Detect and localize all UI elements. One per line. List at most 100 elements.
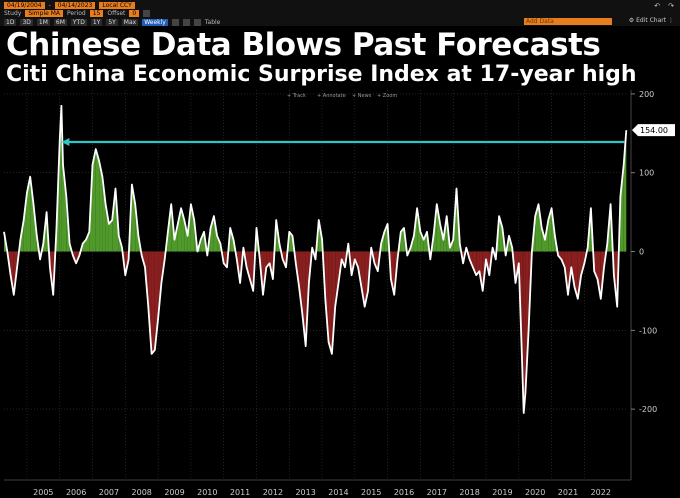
negative-area-segment: [240, 251, 243, 284]
x-tick-label: 2022: [591, 488, 611, 497]
positive-area-segment: [423, 231, 427, 252]
start-date-field[interactable]: 04/19/2004: [4, 1, 45, 9]
negative-area-segment: [523, 251, 526, 414]
range-button-3d[interactable]: 3D: [20, 18, 33, 26]
x-tick-label: 2012: [263, 488, 283, 497]
chart-background: [0, 88, 680, 498]
negative-area-segment: [328, 251, 332, 354]
negative-area-segment: [476, 251, 480, 276]
y-axis: 200 100 0 -100 -200: [630, 90, 657, 480]
negative-area-segment: [148, 251, 152, 354]
range-button-1y[interactable]: 1Y: [90, 18, 103, 26]
x-tick-label: 2021: [558, 488, 578, 497]
redo-icon[interactable]: ↷: [668, 2, 674, 10]
x-tick-label: 2016: [394, 488, 414, 497]
edit-chart-button[interactable]: ⚙ Edit Chart ⋮: [629, 17, 674, 24]
last-value-flag: [632, 124, 675, 137]
line-style-icon[interactable]: [182, 18, 190, 26]
edit-chart-label: Edit Chart: [636, 17, 667, 24]
series-line: [3, 104, 628, 414]
y-tick-label: 0: [639, 248, 644, 257]
window-controls: ↶ ↷: [654, 2, 674, 10]
positive-area-segment: [26, 176, 31, 252]
chart-tools-bar: + Track + Annotate + News + Zoom: [287, 93, 397, 99]
positive-area-segment: [102, 176, 106, 252]
negative-area-segment: [151, 251, 155, 354]
positive-area-segment: [95, 149, 100, 252]
chart-tool-track: + Track: [287, 93, 306, 99]
add-data-input[interactable]: Add Data: [524, 18, 612, 25]
offset-label: Offset: [107, 9, 126, 17]
range-button-5y[interactable]: 5Y: [106, 18, 118, 26]
negative-area-segment: [299, 251, 303, 315]
negative-area-segment: [374, 251, 378, 272]
negative-area-segment: [322, 251, 326, 299]
negative-area-segment: [10, 251, 14, 295]
positive-area-segment: [420, 231, 424, 252]
period-label: Period: [67, 9, 86, 17]
chart-tool-news: + News: [352, 93, 372, 99]
negative-area-segment: [7, 251, 11, 276]
x-tick-label: 2005: [33, 488, 53, 497]
x-tick-label: 2013: [295, 488, 315, 497]
x-tick-label: 2011: [230, 488, 250, 497]
chart-type-icon[interactable]: [171, 18, 179, 26]
negative-area-segment: [302, 251, 306, 347]
date-range-row: 04/19/2004 - 04/14/2023 Local CCY: [4, 1, 135, 9]
x-tick-label: 2007: [99, 488, 119, 497]
x-tick-label: 2017: [427, 488, 447, 497]
date-separator: -: [48, 1, 51, 9]
end-date-field[interactable]: 04/14/2023: [54, 1, 96, 9]
x-tick-label: 2009: [164, 488, 184, 497]
positive-area-segment: [436, 204, 441, 252]
positive-area-segment: [620, 164, 624, 252]
last-value-group: 154.00: [632, 124, 675, 137]
pencil-icon[interactable]: [143, 9, 151, 17]
chart-subtitle: Citi China Economic Surprise Index at 17…: [6, 62, 637, 87]
gear-icon: ⚙: [628, 17, 635, 24]
more-icon[interactable]: ⋮: [668, 17, 674, 24]
negative-area-segment: [361, 251, 365, 307]
positive-area-segment: [400, 227, 405, 252]
x-tick-label: 2020: [525, 488, 545, 497]
chart-tool-annotate: + Annotate: [317, 93, 346, 99]
toolbar: 04/19/2004 - 04/14/2023 Local CCY Study …: [0, 0, 680, 26]
period-field[interactable]: 15: [89, 9, 104, 17]
offset-field[interactable]: 0: [129, 9, 140, 17]
range-button-max[interactable]: Max: [121, 18, 139, 26]
range-button-6m[interactable]: 6M: [53, 18, 67, 26]
y-tick-label: 200: [639, 90, 654, 99]
range-button-1d[interactable]: 1D: [4, 18, 17, 26]
range-button-1m[interactable]: 1M: [36, 18, 50, 26]
annotation-arrow-head: [61, 138, 70, 146]
positive-area-segment: [177, 208, 182, 252]
annotation-arrow-group: [61, 138, 625, 146]
study-select[interactable]: Simple MA: [25, 9, 64, 17]
undo-icon[interactable]: ↶: [654, 2, 661, 10]
chart-tool-zoom: + Zoom: [377, 93, 397, 99]
range-button-ytd[interactable]: YTD: [70, 18, 87, 26]
chart-title: Chinese Data Blows Past Forecasts: [6, 27, 601, 63]
negative-area-segment: [246, 251, 250, 280]
last-value-label: 154.00: [640, 126, 668, 135]
y-tick-label: -200: [639, 405, 657, 414]
y-tick-label: 100: [639, 169, 654, 178]
positive-area-segment: [30, 176, 34, 252]
positive-area-segment: [105, 204, 109, 252]
negative-area-segment: [335, 251, 339, 307]
frequency-select[interactable]: Weekly: [142, 18, 168, 26]
x-tick-label: 2014: [328, 488, 348, 497]
negative-area-segment: [472, 251, 477, 276]
x-tick-label: 2019: [492, 488, 512, 497]
positive-area-segment: [210, 216, 214, 252]
x-tick-label: 2015: [361, 488, 381, 497]
x-tick-label: 2008: [132, 488, 152, 497]
positive-area-segment: [63, 164, 67, 252]
currency-select[interactable]: Local CCY: [99, 1, 135, 9]
table-button[interactable]: Table: [204, 18, 221, 26]
compare-icon[interactable]: [193, 18, 201, 26]
x-axis: 2005 2006 2007 2008 2009 2010 2011 2012 2013 2014…: [4, 479, 631, 497]
study-label: Study: [4, 9, 22, 17]
negative-area-segment: [597, 251, 601, 299]
